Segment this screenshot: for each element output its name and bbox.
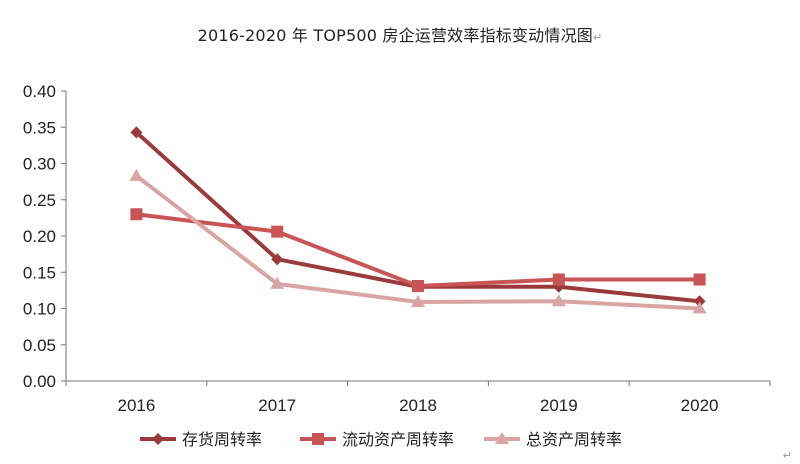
data-point: [693, 295, 706, 308]
series-2: [130, 208, 706, 293]
data-point: [270, 276, 285, 289]
legend-item: 流动资产周转率: [300, 430, 454, 449]
y-tick-label: 0.15: [23, 263, 56, 282]
y-tick-label: 0.05: [23, 336, 56, 355]
y-tick-label: 0.20: [23, 227, 56, 246]
legend-swatch-marker: [312, 433, 324, 445]
data-point: [129, 168, 144, 181]
chart-title: 2016-2020 年 TOP500 房企运营效率指标变动情况图↵: [197, 26, 603, 45]
x-tick-label: 2020: [681, 396, 719, 415]
return-mark: ↵: [593, 31, 603, 44]
data-point: [130, 208, 143, 221]
legend-swatch-marker: [495, 432, 509, 444]
data-point: [411, 294, 425, 307]
data-point: [412, 280, 424, 293]
legend-swatch-marker: [152, 433, 164, 445]
chart-axes: 0.00 0.05 0.10 0.15 0.20 0.25 0.30 0.35 0.40 2016…: [23, 82, 771, 415]
series-3: [129, 168, 707, 314]
series-line: [135, 130, 700, 304]
x-tick-label: 2019: [540, 396, 578, 415]
data-point: [693, 273, 706, 286]
legend-item: 存货周转率: [140, 430, 262, 449]
chart-series: [129, 126, 707, 314]
data-point: [271, 253, 284, 266]
y-tick-label: 0.00: [23, 372, 56, 391]
data-point: [552, 273, 565, 286]
y-tick-label: 0.25: [23, 191, 56, 210]
y-tick-label: 0.30: [23, 155, 56, 174]
series-line: [136, 212, 700, 289]
data-point: [551, 294, 566, 307]
legend-item: 总资产周转率: [484, 430, 622, 449]
x-tick-label: 2017: [258, 396, 296, 415]
chart-legend: 存货周转率 流动资产周转率 总资产周转率: [140, 430, 622, 449]
data-point: [692, 301, 707, 314]
legend-label: 存货周转率: [182, 430, 262, 449]
legend-label: 总资产周转率: [526, 430, 622, 449]
y-tick-label: 0.10: [23, 300, 56, 319]
legend-label: 流动资产周转率: [342, 430, 454, 449]
y-tick-label: 0.35: [23, 118, 56, 137]
data-point: [130, 126, 143, 139]
trailing-return-mark: ↵: [782, 449, 792, 462]
x-tick-label: 2018: [399, 396, 437, 415]
x-tick-label: 2016: [117, 396, 155, 415]
y-tick-label: 0.40: [23, 82, 56, 101]
data-point: [271, 225, 284, 238]
